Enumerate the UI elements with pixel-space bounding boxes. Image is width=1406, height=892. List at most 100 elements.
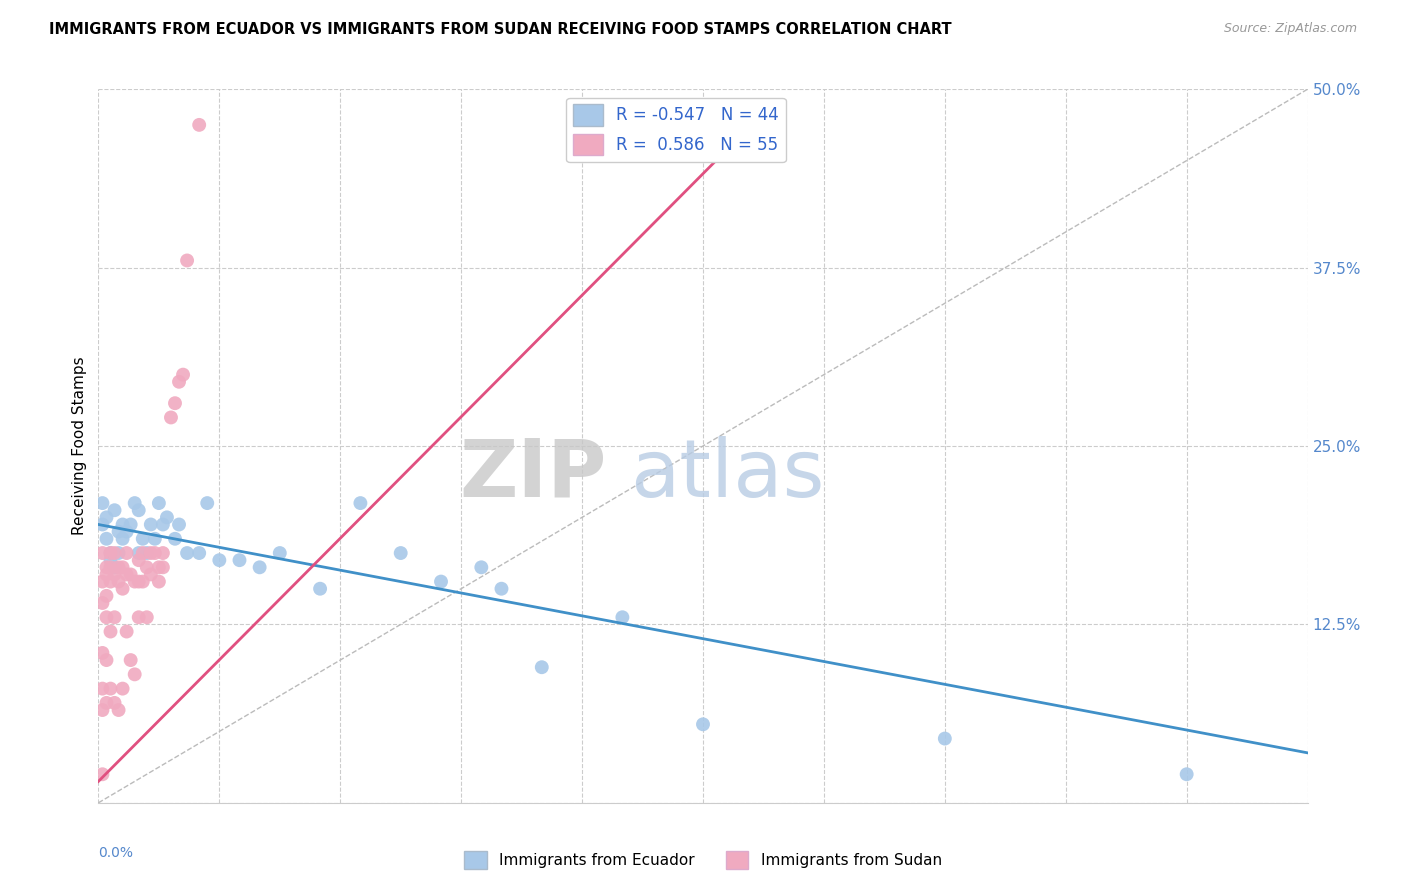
Point [107,703,129,717]
Text: IMMIGRANTS FROM ECUADOR VS IMMIGRANTS FROM SUDAN RECEIVING FOOD STAMPS CORRELATI: IMMIGRANTS FROM ECUADOR VS IMMIGRANTS FR… [49,22,952,37]
Point [111,532,134,546]
Point [692,717,714,731]
Text: 0.0%: 0.0% [98,846,134,860]
Point [91,703,114,717]
Point [96,589,118,603]
Point [107,524,129,539]
Point [96,510,118,524]
Point [148,560,170,574]
Point [96,560,118,574]
Point [91,496,114,510]
Point [100,574,122,589]
Point [195,496,218,510]
Point [91,574,114,589]
Point [103,503,125,517]
Text: Source: ZipAtlas.com: Source: ZipAtlas.com [1223,22,1357,36]
Point [135,560,157,574]
Point [124,667,146,681]
Point [96,532,118,546]
Point [103,567,125,582]
Point [135,546,157,560]
Point [91,681,114,696]
Point [100,681,122,696]
Point [188,546,211,560]
Point [128,546,150,560]
Legend: R = -0.547   N = 44, R =  0.586   N = 55: R = -0.547 N = 44, R = 0.586 N = 55 [567,97,786,162]
Point [100,546,122,560]
Point [132,546,155,560]
Point [100,560,122,574]
Point [152,517,174,532]
Point [103,560,125,574]
Point [249,560,271,574]
Point [107,560,129,574]
Point [120,517,142,532]
Point [103,610,125,624]
Point [103,696,125,710]
Point [120,653,142,667]
Point [96,696,118,710]
Point [91,596,114,610]
Point [228,553,250,567]
Text: atlas: atlas [630,435,825,514]
Point [132,532,155,546]
Point [96,567,118,582]
Point [160,410,183,425]
Point [139,517,162,532]
Point [172,368,194,382]
Y-axis label: Receiving Food Stamps: Receiving Food Stamps [72,357,87,535]
Point [115,624,138,639]
Point [188,118,211,132]
Point [100,624,122,639]
Point [612,610,634,624]
Point [91,646,114,660]
Point [491,582,513,596]
Point [103,546,125,560]
Point [208,553,231,567]
Point [135,610,157,624]
Point [128,503,150,517]
Point [115,567,138,582]
Point [111,560,134,574]
Point [269,546,291,560]
Point [128,610,150,624]
Point [111,582,134,596]
Point [143,532,166,546]
Point [111,681,134,696]
Point [91,517,114,532]
Point [107,546,129,560]
Point [152,546,174,560]
Point [139,546,162,560]
Point [91,546,114,560]
Point [111,517,134,532]
Point [124,574,146,589]
Point [124,496,146,510]
Point [143,546,166,560]
Point [167,375,190,389]
Point [152,560,174,574]
Point [115,524,138,539]
Point [128,553,150,567]
Point [96,653,118,667]
Point [148,574,170,589]
Point [309,582,332,596]
Point [115,546,138,560]
Point [163,396,186,410]
Point [148,496,170,510]
Point [107,574,129,589]
Point [100,546,122,560]
Point [91,767,114,781]
Point [430,574,453,589]
Point [176,253,198,268]
Point [349,496,371,510]
Point [120,567,142,582]
Point [96,610,118,624]
Point [163,532,186,546]
Point [156,510,179,524]
Point [1175,767,1198,781]
Point [389,546,412,560]
Point [132,574,155,589]
Point [530,660,553,674]
Point [176,546,198,560]
Point [167,517,190,532]
